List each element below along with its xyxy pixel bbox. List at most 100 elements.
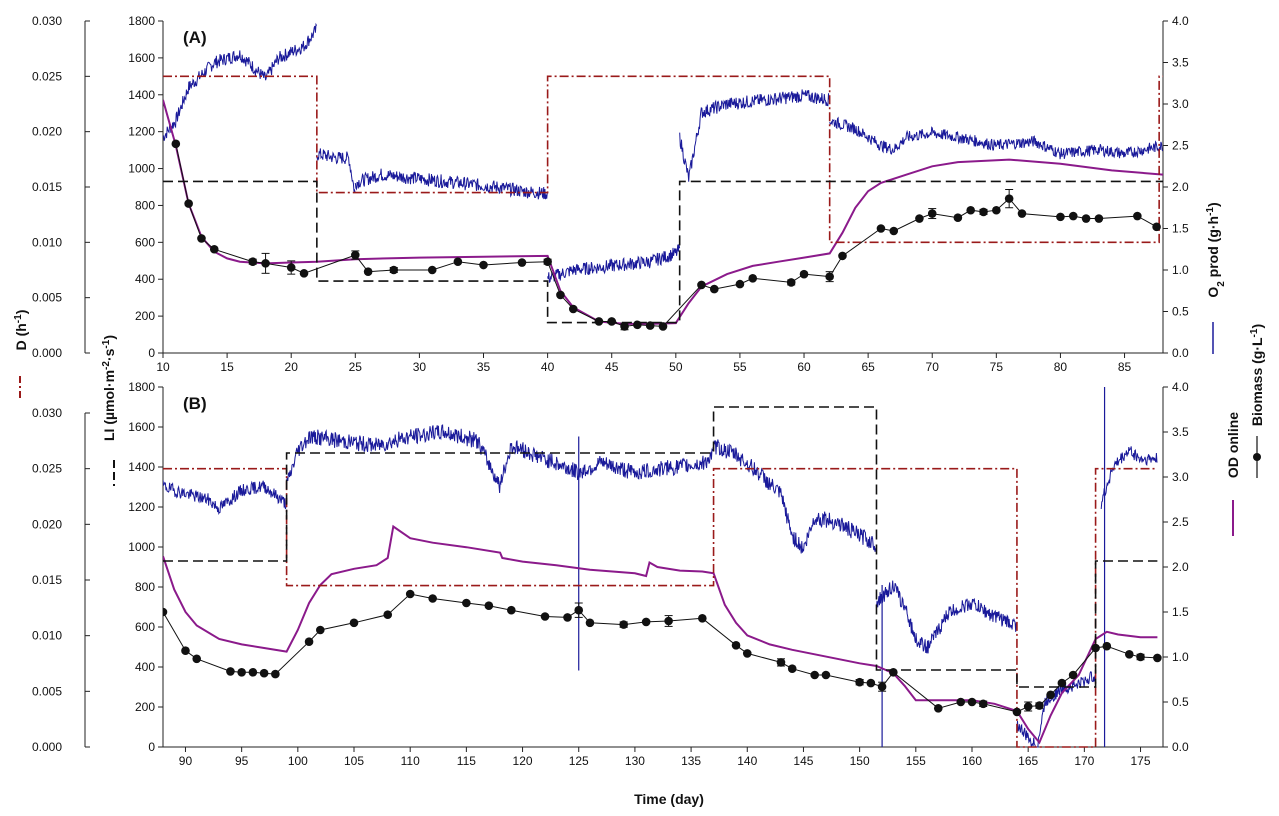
biomass-point (664, 616, 673, 626)
dilution-axis-label: D (h-1) (13, 310, 30, 351)
x-tick-label: 30 (413, 360, 427, 374)
biomass-point (645, 321, 655, 330)
biomass-point (351, 250, 360, 260)
biomass-point (992, 205, 1001, 215)
biomass-point (748, 274, 758, 283)
x-tick-label: 75 (990, 360, 1004, 374)
biomass-point (620, 322, 629, 331)
dilution-tick-label: 0.015 (32, 573, 62, 587)
x-tick-label: 70 (926, 360, 940, 374)
biomass-legend-marker (1253, 453, 1261, 461)
biomass-point (286, 263, 296, 272)
biomass-point (1068, 670, 1078, 680)
biomass-point (594, 317, 604, 326)
biomass-point (1068, 211, 1078, 221)
light-tick-label: 1200 (128, 125, 155, 139)
light-tick-label: 1000 (128, 162, 155, 176)
light-tick-label: 200 (135, 309, 155, 323)
light-tick-label: 1000 (128, 540, 155, 554)
biomass-point (1102, 641, 1112, 651)
panel-label: (A) (183, 28, 207, 47)
biomass-point (810, 670, 819, 680)
x-tick-label: 125 (569, 754, 589, 768)
light-tick-label: 1800 (128, 14, 155, 28)
biomass-point (956, 697, 966, 707)
biomass-point (507, 605, 516, 615)
dilution-tick-label: 0.010 (32, 235, 62, 249)
biomass-point (181, 646, 190, 655)
biomass-point (1091, 643, 1100, 653)
biomass-point (876, 224, 886, 233)
biomass-point (1004, 194, 1014, 203)
biomass-point (163, 607, 168, 617)
biomass-point (540, 612, 550, 621)
dilution-rate-line (163, 75, 1163, 244)
x-tick-label: 45 (605, 360, 619, 374)
biomass-point (543, 257, 552, 267)
dilution-tick-label: 0.025 (32, 69, 62, 83)
x-tick-label: 20 (285, 360, 299, 374)
x-tick-label: 115 (457, 754, 476, 768)
right-tick-label: 1.5 (1172, 605, 1189, 619)
x-tick-label: 65 (861, 360, 875, 374)
x-tick-label: 120 (513, 754, 533, 768)
x-tick-label: 85 (1118, 360, 1132, 374)
biomass-point (184, 199, 193, 208)
biomass-point (933, 704, 943, 713)
light-tick-label: 600 (135, 235, 155, 249)
biomass-point (787, 664, 797, 673)
x-tick-label: 150 (850, 754, 870, 768)
dilution-tick-label: 0.005 (32, 291, 62, 305)
biomass-point (742, 649, 752, 658)
biomass-point (363, 267, 373, 276)
light-tick-label: 0 (148, 740, 155, 754)
oxygen-trace (1016, 671, 1096, 748)
x-tick-label: 50 (669, 360, 683, 374)
biomass-point (428, 594, 437, 603)
x-tick-label: 100 (288, 754, 308, 768)
biomass-point (1152, 222, 1161, 232)
biomass-point (619, 620, 628, 629)
biomass-point (821, 670, 831, 680)
biomass-point (731, 641, 741, 650)
x-tick-label: 160 (962, 754, 982, 768)
x-tick-label: 105 (344, 754, 364, 768)
x-tick-label: 155 (906, 754, 926, 768)
biomass-point (1153, 653, 1162, 663)
plot-area (163, 387, 1162, 748)
right-tick-label: 0.5 (1172, 305, 1189, 319)
biomass-point (698, 614, 707, 623)
light-tick-label: 400 (135, 272, 155, 286)
biomass-point (889, 668, 898, 677)
x-tick-label: 15 (220, 360, 234, 374)
biomass-point (877, 682, 887, 691)
biomass-point (1133, 211, 1142, 221)
od-axis-label: OD online (1225, 412, 1241, 478)
x-tick-label: 25 (349, 360, 363, 374)
biomass-point (585, 618, 595, 628)
x-tick-label: 165 (1018, 754, 1038, 768)
light-tick-label: 1600 (128, 51, 155, 65)
light-intensity-line (163, 406, 1158, 688)
right-tick-label: 3.0 (1172, 97, 1189, 111)
biomass-point (866, 678, 876, 688)
oxygen-trace (354, 168, 548, 200)
biomass-point (1056, 212, 1065, 222)
biomass-point (1017, 209, 1027, 218)
dilution-tick-label: 0.020 (32, 517, 62, 531)
biomass-point (735, 279, 745, 289)
biomass-point (855, 677, 864, 687)
biomass-point (237, 668, 246, 677)
biomass-point (271, 669, 280, 679)
biomass-point (776, 658, 786, 667)
oxygen-trace (679, 89, 830, 182)
right-tick-label: 4.0 (1172, 14, 1189, 28)
biomass-point (709, 284, 719, 294)
biomass-point (633, 320, 642, 330)
x-axis-title: Time (day) (634, 791, 704, 807)
od-online-line (163, 99, 1163, 325)
biomass-point (259, 668, 269, 678)
biomass-point (889, 226, 899, 236)
biomass-point (453, 257, 463, 267)
